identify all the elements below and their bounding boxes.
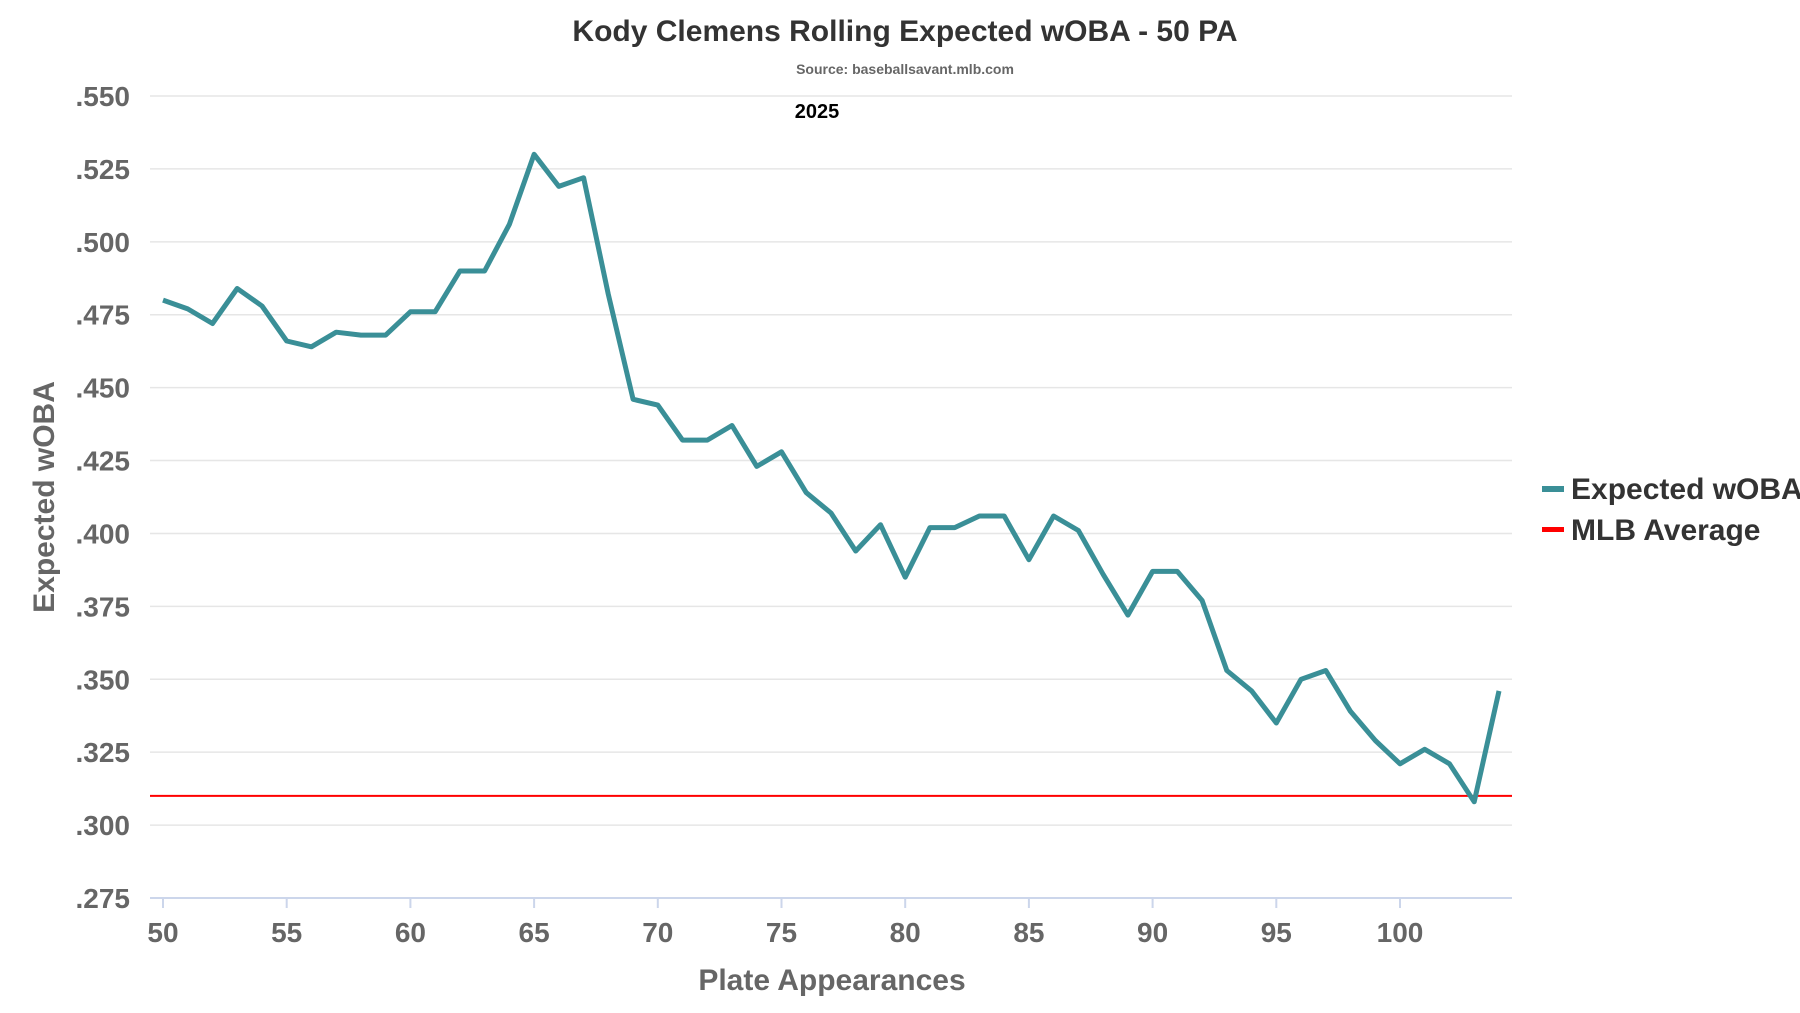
legend: Expected wOBA MLB Average <box>1542 473 1800 547</box>
x-tick-label: 75 <box>766 917 797 948</box>
x-tick-label: 95 <box>1261 917 1292 948</box>
gridlines <box>150 95 1512 826</box>
y-tick-label: .475 <box>76 300 131 331</box>
y-tick-label: .425 <box>76 446 131 477</box>
y-axis-label: Expected wOBA <box>28 381 61 613</box>
y-axis-ticks: .550 .525 .500 .475 .450 .425 .400 .375 .350 .325… <box>76 81 131 914</box>
legend-swatch <box>1542 486 1564 492</box>
x-tick-label: 70 <box>642 917 673 948</box>
y-tick-label: .400 <box>76 518 131 549</box>
x-tick-label: 100 <box>1377 917 1424 948</box>
legend-item-mlb-average[interactable]: MLB Average <box>1542 514 1761 547</box>
x-tick-label: 65 <box>519 917 550 948</box>
y-tick-label: .300 <box>76 810 131 841</box>
legend-label: MLB Average <box>1571 514 1761 547</box>
x-tick-label: 60 <box>395 917 426 948</box>
y-tick-label: .325 <box>76 737 131 768</box>
legend-swatch <box>1542 527 1564 532</box>
y-tick-label: .550 <box>76 81 131 112</box>
x-tick-label: 90 <box>1137 917 1168 948</box>
x-axis-ticks: 50 55 60 65 70 75 80 85 90 95 100 <box>147 898 1423 948</box>
chart-title: Kody Clemens Rolling Expected wOBA - 50 … <box>572 15 1237 48</box>
chart-subtitle: Source: baseballsavant.mlb.com <box>796 61 1014 77</box>
y-tick-label: .275 <box>76 883 131 914</box>
x-tick-label: 80 <box>890 917 921 948</box>
y-tick-label: .450 <box>76 373 131 404</box>
x-tick-label: 85 <box>1013 917 1044 948</box>
x-axis-label: Plate Appearances <box>698 964 965 997</box>
legend-label: Expected wOBA <box>1571 473 1800 506</box>
y-tick-label: .500 <box>76 227 131 258</box>
y-tick-label: .375 <box>76 591 131 622</box>
legend-item-expected-woba[interactable]: Expected wOBA <box>1542 473 1800 506</box>
x-tick-label: 55 <box>271 917 302 948</box>
expected-woba-line <box>162 151 1502 805</box>
year-annotation: 2025 <box>795 101 840 123</box>
x-tick-label: 50 <box>147 917 178 948</box>
y-tick-label: .350 <box>76 664 131 695</box>
y-tick-label: .525 <box>76 154 131 185</box>
